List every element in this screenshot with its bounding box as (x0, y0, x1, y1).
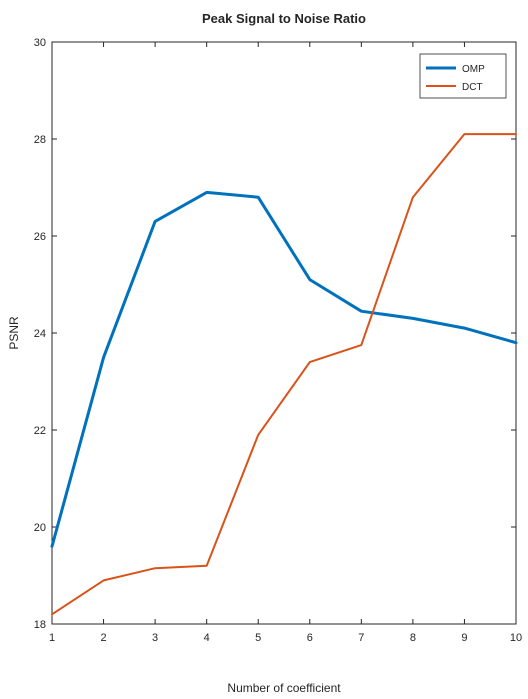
plot-area (51, 41, 517, 625)
legend-box (419, 53, 507, 99)
x-tick-label: 1 (49, 632, 55, 644)
y-tick-label: 20 (34, 522, 46, 534)
legend-label-dct: DCT (462, 82, 483, 93)
x-tick-label: 6 (307, 632, 313, 644)
x-tick-label: 8 (410, 632, 416, 644)
x-axis-label: Number of coefficient (227, 681, 341, 695)
x-tick-label: 10 (510, 632, 522, 644)
y-axis-label: PSNR (7, 316, 21, 350)
x-tick-label: 9 (461, 632, 467, 644)
x-tick-label: 4 (204, 632, 210, 644)
series-line-omp (50, 190, 518, 548)
x-tick-label: 2 (100, 632, 106, 644)
y-tick-label: 22 (34, 425, 46, 437)
legend-label-omp: OMP (462, 64, 485, 75)
y-tick-label: 24 (34, 328, 46, 340)
y-tick-label: 18 (34, 619, 46, 631)
legend: OMP DCT (419, 53, 507, 99)
series-lines (50, 133, 518, 616)
chart-title: Peak Signal to Noise Ratio (202, 11, 366, 26)
x-tick-label: 7 (358, 632, 364, 644)
x-tick-label: 3 (152, 632, 158, 644)
series-line-dct (51, 133, 517, 616)
x-tick-label: 5 (255, 632, 261, 644)
y-tick-label: 28 (34, 134, 46, 146)
y-tick-label: 26 (34, 231, 46, 243)
y-tick-label: 30 (34, 37, 46, 49)
axis-ticks: 1 2 3 4 5 6 7 8 9 10 18 20 22 24 26 28 30 (34, 37, 522, 644)
